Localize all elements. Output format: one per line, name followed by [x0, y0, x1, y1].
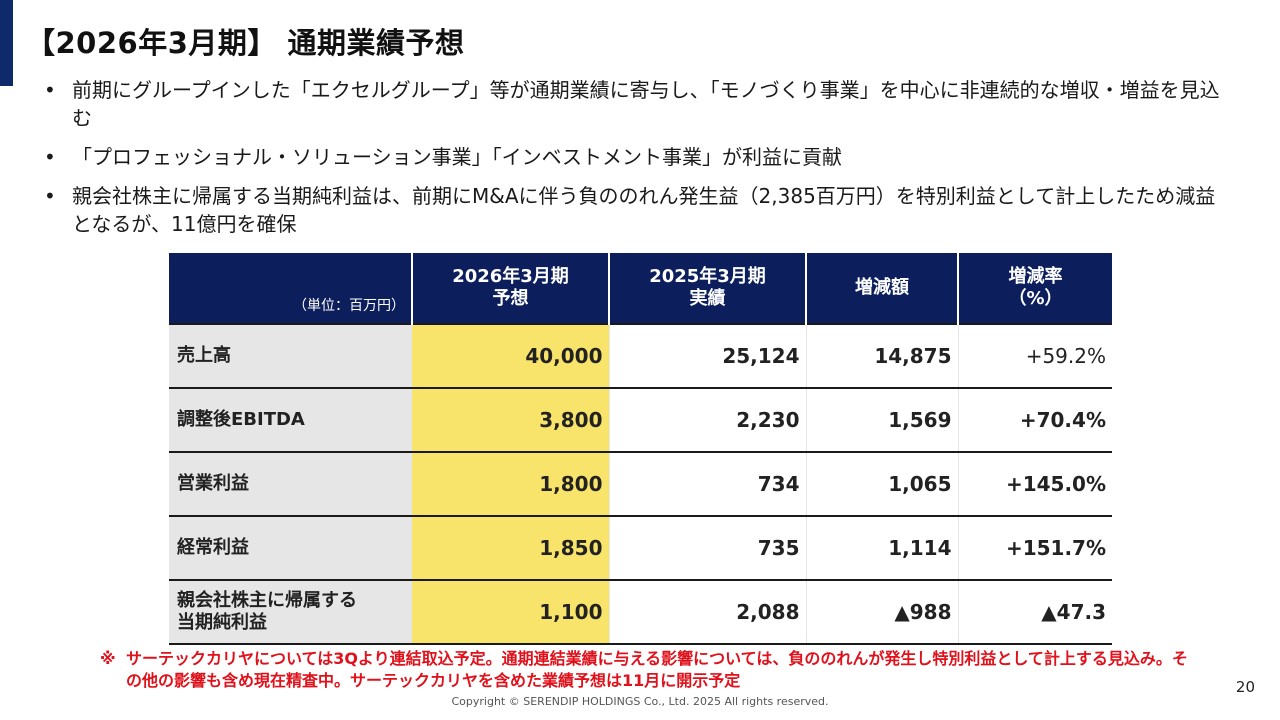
- table-row: 親会社株主に帰属する 当期純利益 1,100 2,088 ▲988 ▲47.3: [169, 580, 1112, 645]
- note-text: サーテックカリヤについては3Qより連結取込予定。通期連結業績に与える影響について…: [126, 649, 1188, 690]
- cell-actual: 735: [609, 516, 807, 581]
- table-header-row: （単位：百万円） 2026年3月期 予想 2025年3月期 実績 増減額 増減率…: [169, 253, 1112, 324]
- row-label: 調整後EBITDA: [169, 388, 412, 453]
- header-change: 増減額: [806, 253, 959, 324]
- cell-rate: +145.0%: [958, 452, 1112, 517]
- cell-change: 14,875: [806, 323, 959, 389]
- cell-forecast: 1,100: [412, 580, 610, 645]
- cell-rate: ▲47.3: [958, 580, 1112, 645]
- cell-forecast: 40,000: [412, 323, 610, 389]
- row-label: 経常利益: [169, 516, 412, 581]
- page-number: 20: [1235, 678, 1255, 696]
- row-label: 売上高: [169, 323, 412, 389]
- cell-rate: +151.7%: [958, 516, 1112, 581]
- header-rate: 増減率 （%）: [958, 253, 1112, 324]
- table-row: 売上高 40,000 25,124 14,875 +59.2%: [169, 323, 1112, 389]
- table-row: 経常利益 1,850 735 1,114 +151.7%: [169, 516, 1112, 581]
- cell-actual: 2,230: [609, 388, 807, 453]
- bullet-item: 親会社株主に帰属する当期純利益は、前期にM&Aに伴う負ののれん発生益（2,385…: [44, 182, 1224, 238]
- table-row: 営業利益 1,800 734 1,065 +145.0%: [169, 452, 1112, 517]
- cell-forecast: 1,800: [412, 452, 610, 517]
- forecast-table: （単位：百万円） 2026年3月期 予想 2025年3月期 実績 増減額 増減率…: [169, 253, 1112, 645]
- cell-forecast: 3,800: [412, 388, 610, 453]
- footnote: ※ サーテックカリヤについては3Qより連結取込予定。通期連結業績に与える影響につ…: [100, 648, 1200, 692]
- note-mark: ※: [100, 649, 116, 668]
- bullet-item: 前期にグループインした「エクセルグループ」等が通期業績に寄与し、「モノづくり事業…: [44, 76, 1224, 132]
- cell-actual: 2,088: [609, 580, 807, 645]
- header-forecast: 2026年3月期 予想: [412, 253, 610, 324]
- cell-actual: 25,124: [609, 323, 807, 389]
- slide-title: 【2026年3月期】 通期業績予想: [26, 26, 465, 60]
- bullet-item: 「プロフェッショナル・ソリューション事業」「インベストメント事業」が利益に貢献: [44, 143, 1224, 171]
- row-label: 営業利益: [169, 452, 412, 517]
- copyright: Copyright © SERENDIP HOLDINGS Co., Ltd. …: [451, 695, 829, 708]
- cell-change: ▲988: [806, 580, 959, 645]
- unit-label: （単位：百万円）: [169, 253, 413, 324]
- cell-change: 1,114: [806, 516, 959, 581]
- accent-bar: [0, 0, 13, 86]
- cell-change: 1,065: [806, 452, 959, 517]
- cell-forecast: 1,850: [412, 516, 610, 581]
- header-actual: 2025年3月期 実績: [609, 253, 807, 324]
- table-row: 調整後EBITDA 3,800 2,230 1,569 +70.4%: [169, 388, 1112, 453]
- cell-actual: 734: [609, 452, 807, 517]
- cell-rate: +59.2%: [958, 323, 1112, 389]
- cell-rate: +70.4%: [958, 388, 1112, 453]
- cell-change: 1,569: [806, 388, 959, 453]
- bullet-list: 前期にグループインした「エクセルグループ」等が通期業績に寄与し、「モノづくり事業…: [44, 76, 1224, 249]
- row-label: 親会社株主に帰属する 当期純利益: [169, 580, 412, 645]
